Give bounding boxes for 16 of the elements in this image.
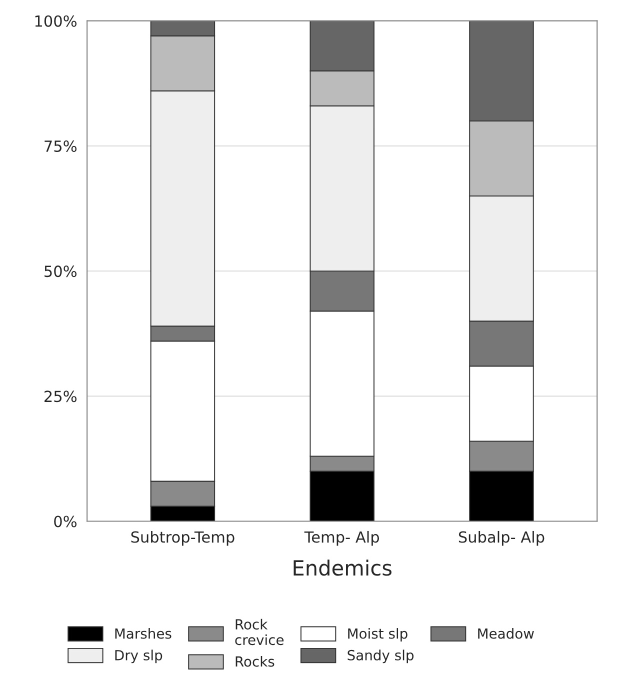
legend-label: Sandy slp [348, 650, 414, 664]
x-axis-title: Endemics [294, 560, 392, 576]
legend-label: Meadow [478, 628, 534, 639]
y-tick-label: 75% [44, 140, 77, 152]
legend-label: Dry slp [115, 650, 162, 664]
legend-label: Moist slp [348, 628, 408, 642]
x-tick-label: Subtrop-Temp [131, 530, 234, 546]
y-tick-label: 0% [54, 516, 77, 528]
y-tick-label: 100% [35, 15, 77, 27]
x-tick-label: Temp- Alp [304, 530, 380, 546]
legend-label: Marshes [115, 628, 172, 639]
legend-label: Rock crevice [235, 618, 284, 646]
legend-label: Rocks [236, 656, 274, 667]
x-tick-label: Subalp- Alp [458, 530, 544, 546]
y-tick-label: 25% [44, 390, 77, 402]
y-tick-label: 50% [44, 266, 77, 278]
